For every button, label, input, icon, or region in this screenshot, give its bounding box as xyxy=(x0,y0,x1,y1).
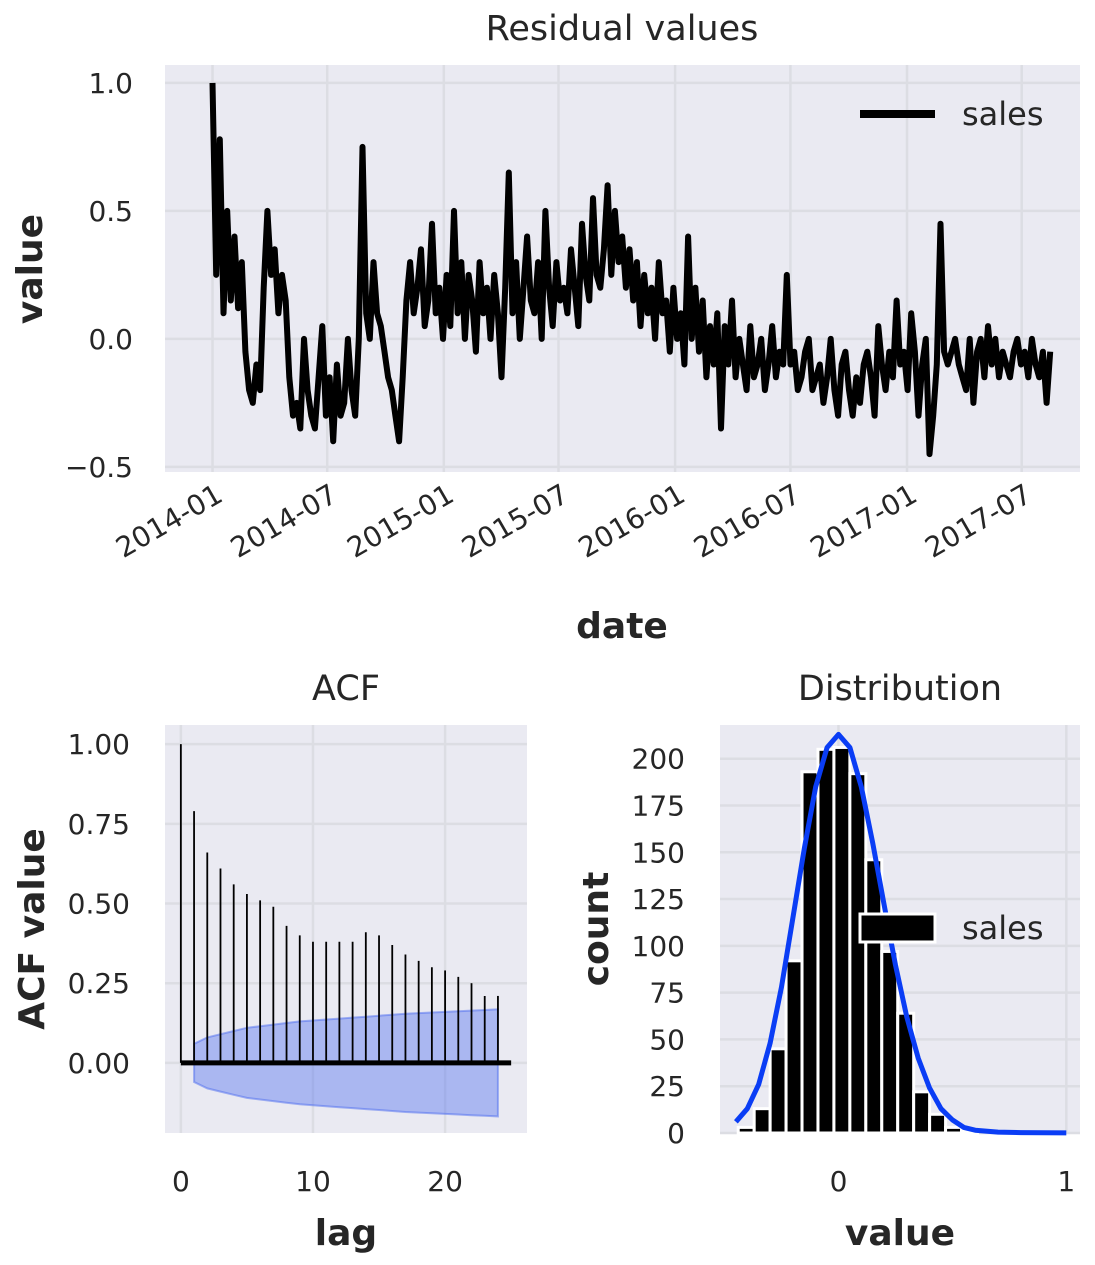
acf-y-tick-label: 0.75 xyxy=(68,808,130,841)
histogram-bar xyxy=(752,1107,772,1135)
residual-chart: 2014-012014-072015-012015-072016-012016-… xyxy=(10,9,1080,647)
acf-y-ticks: 0.00 0.25 0.50 0.75 1.00 xyxy=(68,728,130,1080)
distribution-y-tick-label: 175 xyxy=(632,789,685,822)
distribution-x-axis-label: value xyxy=(845,1213,955,1254)
histogram-bar xyxy=(784,959,804,1135)
acf-stems-layer xyxy=(179,744,512,1066)
legend-label-sales: sales xyxy=(962,95,1044,133)
acf-y-axis-label: ACF value xyxy=(12,828,53,1030)
residual-x-tick-label: 2015-07 xyxy=(456,477,574,564)
legend-swatch-sales-bar xyxy=(858,912,937,944)
residual-series-line-sales xyxy=(209,82,1054,458)
histogram-bar xyxy=(912,1090,932,1135)
residual-x-ticks: 2014-012014-072015-012015-072016-012016-… xyxy=(110,477,1037,564)
distribution-bars-layer xyxy=(736,745,979,1135)
histogram-bar xyxy=(864,858,884,1135)
histogram-bar xyxy=(832,745,852,1135)
histogram-bar xyxy=(816,747,836,1135)
residual-x-tick-label: 2017-01 xyxy=(805,477,923,564)
residual-chart-title: Residual values xyxy=(486,9,759,49)
distribution-kde-layer xyxy=(734,731,1067,1136)
residual-line-layer xyxy=(209,82,1054,458)
histogram-bar xyxy=(848,772,868,1135)
acf-x-tick-label: 0 xyxy=(172,1165,190,1198)
acf-chart-title: ACF xyxy=(312,669,380,709)
residual-y-axis-label: value xyxy=(10,214,51,324)
distribution-x-tick-label: 0 xyxy=(830,1165,848,1198)
residual-x-tick-label: 2016-01 xyxy=(573,477,691,564)
distribution-y-tick-label: 125 xyxy=(632,883,685,916)
histogram-bar xyxy=(880,949,900,1135)
distribution-y-tick-label: 100 xyxy=(632,930,685,963)
residual-y-tick-label: −0.5 xyxy=(65,451,133,484)
distribution-y-tick-label: 50 xyxy=(649,1023,685,1056)
acf-x-tick-label: 20 xyxy=(427,1165,463,1198)
distribution-x-tick-label: 1 xyxy=(1057,1165,1075,1198)
histogram-bar xyxy=(768,1047,788,1135)
residual-x-tick-label: 2016-07 xyxy=(688,477,806,564)
residual-legend: sales xyxy=(860,95,1044,133)
histogram-bar xyxy=(944,1125,964,1135)
histogram-bar xyxy=(928,1112,948,1135)
acf-x-tick-label: 10 xyxy=(295,1165,331,1198)
acf-y-tick-label: 0.00 xyxy=(68,1047,130,1080)
residual-y-tick-label: 0.5 xyxy=(88,195,133,228)
distribution-chart-title: Distribution xyxy=(798,669,1002,709)
residual-x-axis-label: date xyxy=(576,606,668,647)
residual-y-tick-label: 1.0 xyxy=(88,67,133,100)
kde-curve xyxy=(734,731,1067,1136)
acf-y-tick-label: 0.50 xyxy=(68,888,130,921)
residual-x-tick-label: 2014-01 xyxy=(110,477,228,564)
residual-x-tick-label: 2015-01 xyxy=(341,477,459,564)
legend-label-sales: sales xyxy=(962,909,1044,947)
residual-y-tick-label: 0.0 xyxy=(88,323,133,356)
distribution-y-axis-label: count xyxy=(576,872,617,987)
residual-x-tick-label: 2014-07 xyxy=(225,477,343,564)
distribution-legend: sales xyxy=(858,909,1044,947)
acf-chart: 0 10 20 0.00 0.25 0.50 0.75 1.00 ACF lag ACF v… xyxy=(12,669,527,1254)
distribution-y-tick-label: 200 xyxy=(632,743,685,776)
residual-x-tick-label: 2017-07 xyxy=(919,477,1037,564)
histogram-bar xyxy=(736,1125,756,1135)
distribution-y-tick-label: 75 xyxy=(649,977,685,1010)
acf-x-axis-label: lag xyxy=(315,1213,377,1254)
acf-x-ticks: 0 10 20 xyxy=(172,1165,463,1198)
acf-y-tick-label: 0.25 xyxy=(68,967,130,1000)
distribution-y-tick-label: 0 xyxy=(667,1117,685,1150)
residual-y-ticks: −0.5 0.0 0.5 1.0 xyxy=(65,67,133,484)
distribution-y-ticks: 0 25 50 75 100 125 150 175 200 xyxy=(632,743,685,1150)
distribution-y-tick-label: 150 xyxy=(632,836,685,869)
distribution-y-tick-label: 25 xyxy=(649,1070,685,1103)
acf-y-tick-label: 1.00 xyxy=(68,728,130,761)
